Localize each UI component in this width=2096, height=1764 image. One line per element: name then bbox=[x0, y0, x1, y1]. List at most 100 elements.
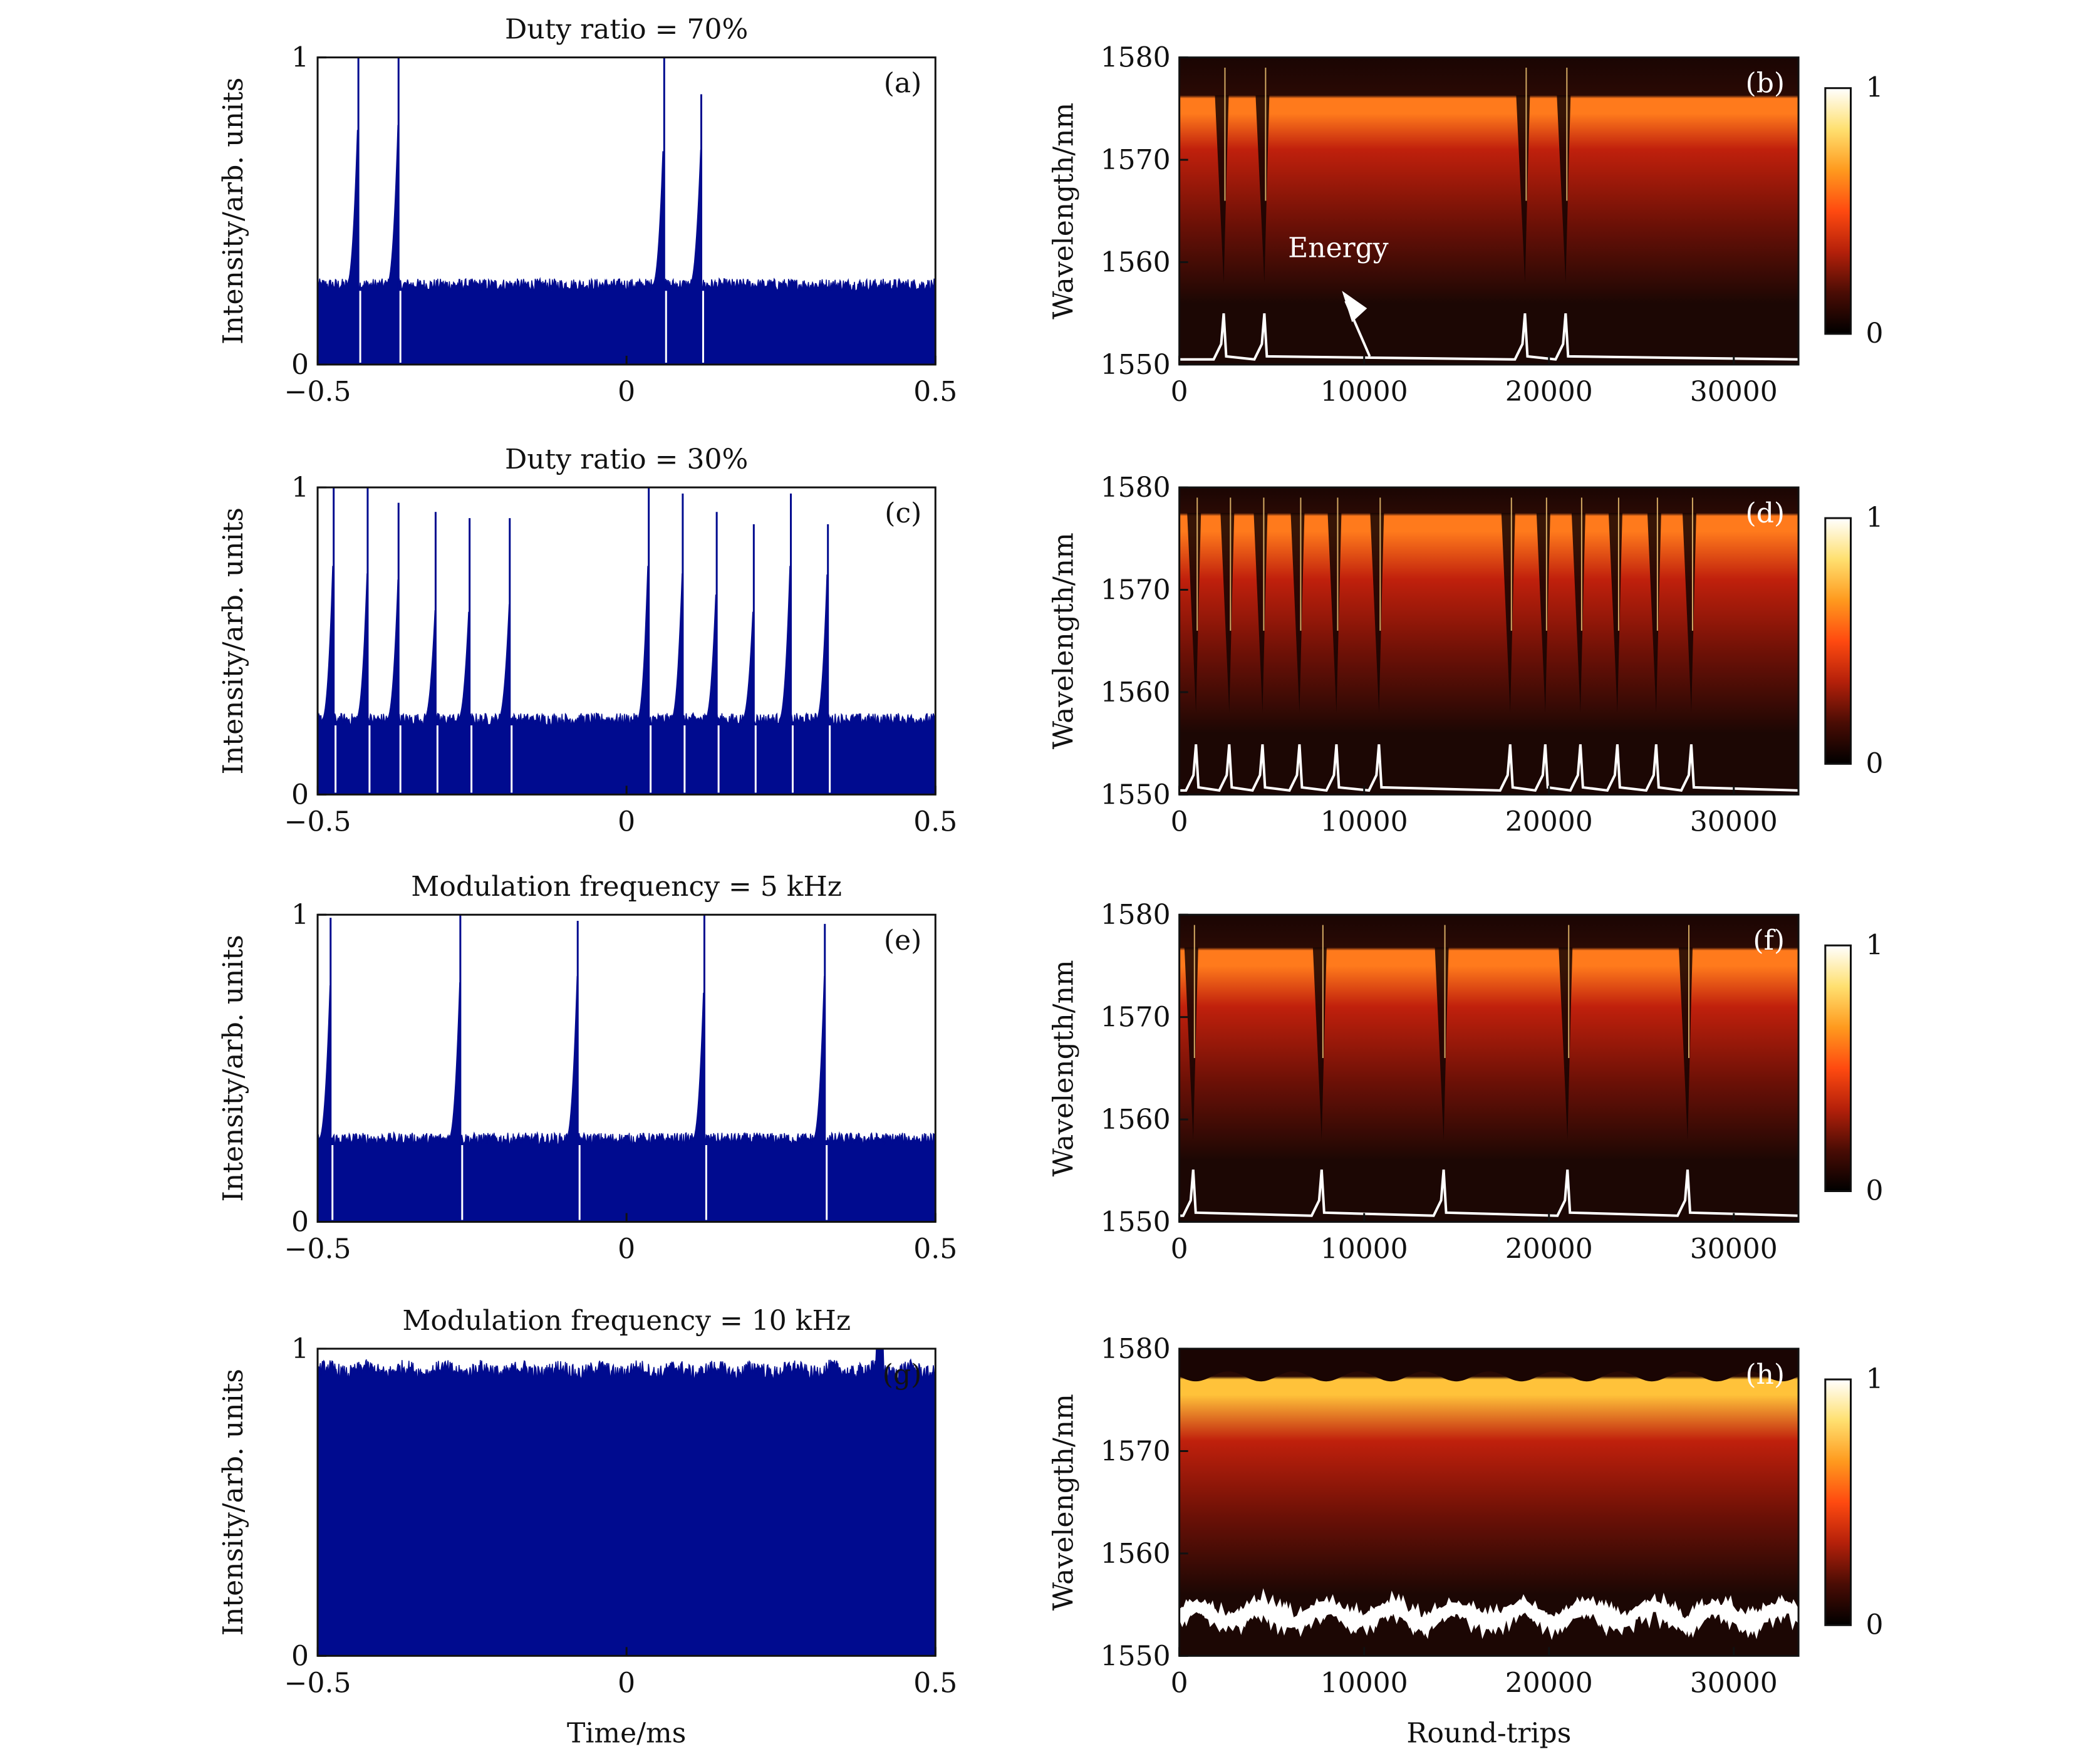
y-tick-label: 1 bbox=[291, 472, 309, 504]
colorbar-max-label: 1 bbox=[1865, 929, 1883, 961]
energy-annotation: Energy bbox=[1288, 232, 1389, 264]
x-tick-label: 0 bbox=[618, 1667, 635, 1699]
x-axis-label: Round-trips bbox=[1406, 1717, 1571, 1749]
y-tick-label: 1580 bbox=[1101, 1333, 1171, 1365]
y-axis-label: Intensity/arb. units bbox=[217, 935, 249, 1201]
y-axis-label: Wavelength/nm bbox=[1048, 103, 1080, 319]
intensity-trace bbox=[317, 566, 936, 796]
energy-trace bbox=[1177, 1588, 1803, 1640]
x-tick-label: 0 bbox=[618, 1233, 635, 1265]
y-tick-label: 1 bbox=[291, 42, 309, 74]
energy-overlay bbox=[1177, 1588, 1803, 1640]
y-axis-label: Wavelength/nm bbox=[1048, 532, 1080, 749]
x-tick-label: −0.5 bbox=[284, 376, 351, 408]
y-tick-label: 1550 bbox=[1101, 779, 1171, 811]
chart-title: Modulation frequency = 10 kHz bbox=[402, 1305, 851, 1337]
x-tick-label: 20000 bbox=[1505, 806, 1593, 838]
x-tick-label: 0.5 bbox=[913, 376, 957, 408]
panel-d: 0 10000 20000 30000 1550 1560 1570 1580 Waveleng… bbox=[1048, 472, 1884, 838]
x-axis-label: Time/ms bbox=[567, 1717, 686, 1749]
y-axis-label: Intensity/arb. units bbox=[217, 1369, 249, 1636]
y-axis-label: Wavelength/nm bbox=[1048, 960, 1080, 1176]
intensity-trace bbox=[317, 1348, 936, 1657]
x-tick-label: 30000 bbox=[1690, 376, 1778, 408]
intensity-trace bbox=[317, 125, 936, 365]
x-tick-label: 20000 bbox=[1505, 1667, 1593, 1699]
panel-b: Energy 0 10000 20000 30000 1550 1560 1570 1580 Wa… bbox=[1048, 42, 1884, 408]
y-tick-label: 1580 bbox=[1101, 899, 1171, 931]
x-tick-label: −0.5 bbox=[284, 1233, 351, 1265]
colorbar-max-label: 1 bbox=[1865, 502, 1883, 534]
colorbar-max-label: 1 bbox=[1865, 72, 1883, 104]
y-tick-label: 1570 bbox=[1101, 144, 1171, 176]
y-axis-label: Wavelength/nm bbox=[1048, 1394, 1080, 1611]
x-tick-label: 0 bbox=[618, 376, 635, 408]
chart-title: Modulation frequency = 5 kHz bbox=[411, 871, 842, 903]
y-tick-label: 1570 bbox=[1101, 1002, 1171, 1034]
x-tick-label: 0.5 bbox=[913, 1233, 957, 1265]
y-tick-label: 1560 bbox=[1101, 247, 1171, 279]
y-tick-label: 1570 bbox=[1101, 574, 1171, 606]
spectral-heatmap bbox=[1179, 487, 1799, 795]
intensity-trace bbox=[317, 976, 936, 1223]
y-tick-label: 0 bbox=[291, 1640, 309, 1672]
panel-label: (g) bbox=[883, 1359, 922, 1391]
y-tick-label: 1 bbox=[291, 899, 309, 931]
energy-overlay bbox=[1179, 744, 1799, 792]
y-tick-label: 1580 bbox=[1101, 42, 1171, 74]
panel-h: 0 10000 20000 30000 1550 1560 1570 1580 Waveleng… bbox=[1048, 1333, 1884, 1749]
spectral-heatmap bbox=[1179, 915, 1799, 1222]
chart-title: Duty ratio = 30% bbox=[505, 444, 748, 475]
panel-f-frame bbox=[1178, 913, 1800, 1223]
energy-overlay bbox=[1179, 1170, 1799, 1217]
y-tick-label: 1550 bbox=[1101, 1640, 1171, 1672]
x-tick-label: 30000 bbox=[1690, 1233, 1778, 1265]
x-tick-label: 10000 bbox=[1320, 1667, 1408, 1699]
energy-overlay bbox=[1179, 313, 1799, 361]
colorbar: 10 bbox=[1824, 72, 1883, 350]
colorbar-bar bbox=[1824, 517, 1852, 765]
colorbar-bar bbox=[1824, 87, 1852, 335]
panel-b-frame bbox=[1178, 56, 1800, 366]
panel-label: (f) bbox=[1753, 925, 1785, 957]
x-tick-label: 0 bbox=[618, 806, 635, 838]
x-tick-label: 10000 bbox=[1320, 376, 1408, 408]
x-tick-label: −0.5 bbox=[284, 1667, 351, 1699]
panel-f: 0 10000 20000 30000 1550 1560 1570 1580 Waveleng… bbox=[1048, 899, 1884, 1265]
energy-trace bbox=[1179, 744, 1799, 792]
x-tick-label: 20000 bbox=[1505, 376, 1593, 408]
spectral-heatmap bbox=[1179, 1349, 1799, 1656]
spectral-heatmap bbox=[1179, 57, 1799, 365]
colorbar-bar bbox=[1824, 1378, 1852, 1626]
y-tick-label: 1 bbox=[291, 1333, 309, 1365]
x-tick-label: 0 bbox=[1171, 806, 1188, 838]
panel-label: (d) bbox=[1746, 497, 1785, 529]
colorbar-min-label: 0 bbox=[1865, 747, 1883, 779]
colorbar: 10 bbox=[1824, 929, 1883, 1206]
y-tick-label: 0 bbox=[291, 779, 309, 811]
panel-label: (e) bbox=[884, 925, 921, 957]
x-tick-label: 0 bbox=[1171, 376, 1188, 408]
panel-d-frame bbox=[1178, 486, 1800, 796]
spectral-edge bbox=[1179, 1349, 1799, 1382]
colorbar: 10 bbox=[1824, 502, 1883, 779]
y-tick-label: 1560 bbox=[1101, 677, 1171, 708]
x-tick-label: 0 bbox=[1171, 1233, 1188, 1265]
chart-title: Duty ratio = 70% bbox=[505, 14, 748, 46]
energy-trace bbox=[1179, 1170, 1799, 1217]
y-tick-label: 0 bbox=[291, 1206, 309, 1238]
y-tick-label: 1580 bbox=[1101, 472, 1171, 504]
y-tick-label: 0 bbox=[291, 349, 309, 381]
x-tick-label: 0.5 bbox=[913, 806, 957, 838]
colorbar-max-label: 1 bbox=[1865, 1363, 1883, 1395]
x-tick-label: 20000 bbox=[1505, 1233, 1593, 1265]
y-axis-label: Intensity/arb. units bbox=[217, 78, 249, 345]
colorbar-min-label: 0 bbox=[1865, 1609, 1883, 1641]
y-axis-label: Intensity/arb. units bbox=[217, 507, 249, 774]
colorbar-min-label: 0 bbox=[1865, 1175, 1883, 1206]
